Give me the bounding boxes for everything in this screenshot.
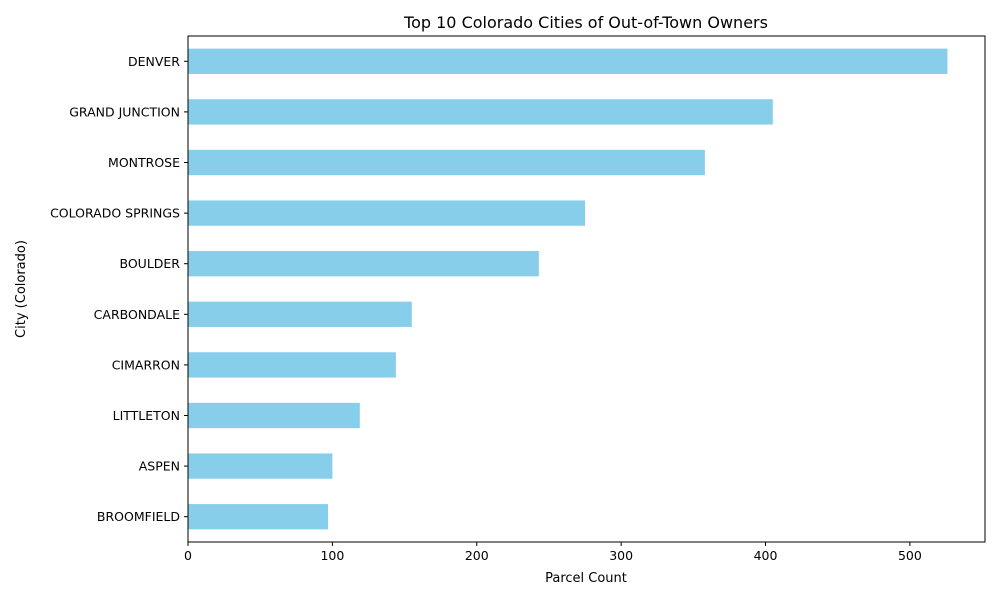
x-tick-label: 500 (898, 548, 922, 563)
y-tick-label: BROOMFIELD (97, 509, 180, 524)
bars-group (188, 48, 948, 530)
x-tick-label: 300 (609, 548, 633, 563)
bar-colorado-springs (188, 200, 586, 226)
plot-frame (187, 35, 986, 543)
x-tick-label: 200 (465, 548, 489, 563)
bar-carbondale (188, 301, 412, 327)
y-axis-label: City (Colorado) (14, 240, 29, 338)
bar-broomfield (188, 504, 329, 530)
bar-grand-junction (188, 99, 773, 125)
y-tick-label: MONTROSE (108, 155, 180, 170)
y-tick-label: LITTLETON (113, 408, 180, 423)
x-tick-label: 0 (184, 548, 192, 563)
x-tick-label: 400 (754, 548, 778, 563)
y-tick-label: GRAND JUNCTION (69, 104, 180, 119)
y-tick-label: DENVER (128, 54, 180, 69)
y-tick-label: CARBONDALE (94, 307, 180, 322)
bar-montrose (188, 149, 705, 176)
y-tick-label: COLORADO SPRINGS (50, 206, 180, 221)
x-tick-label: 100 (320, 548, 344, 563)
x-axis-ticks: 0 100 200 300 400 500 (184, 542, 922, 563)
y-tick-label: BOULDER (119, 256, 180, 271)
x-axis-label: Parcel Count (545, 571, 627, 586)
bar-cimarron (188, 352, 396, 378)
bar-littleton (188, 402, 360, 429)
bar-boulder (188, 251, 539, 277)
y-axis-ticks: DENVER GRAND JUNCTION MONTROSE COLORADO SPR… (50, 54, 188, 524)
bar-denver (188, 48, 948, 74)
y-tick-label: ASPEN (139, 459, 180, 474)
y-tick-label: CIMARRON (112, 357, 180, 372)
bar-aspen (188, 453, 333, 479)
chart-title: Top 10 Colorado Cities of Out-of-Town Ow… (403, 13, 768, 32)
